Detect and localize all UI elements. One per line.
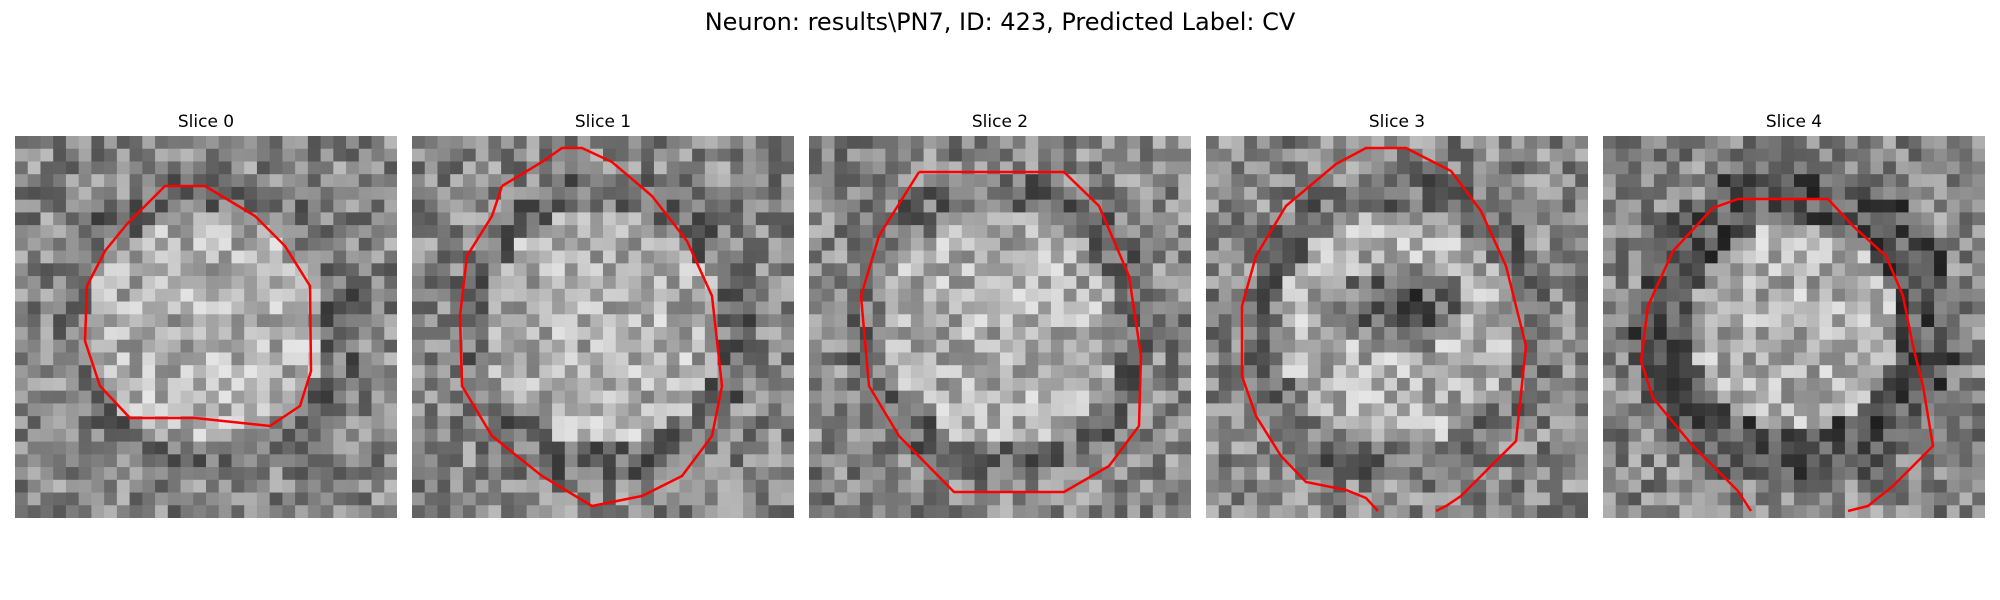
contour (458, 146, 724, 508)
contour (1639, 197, 1935, 513)
figure-title: Neuron: results\PN7, ID: 423, Predicted … (704, 8, 1296, 36)
slice-title: Slice 2 (971, 112, 1029, 132)
slice-title: Slice 3 (1368, 112, 1426, 132)
slice-title: Slice 1 (574, 112, 632, 132)
slice-image (412, 136, 794, 518)
contour (1240, 146, 1528, 513)
slice-panel-2: Slice 2 (809, 112, 1191, 532)
slice-title: Slice 4 (1765, 112, 1823, 132)
slice-panel-0: Slice 0 (15, 112, 397, 532)
slice-image (1603, 136, 1985, 518)
pixel-grid (1206, 136, 1588, 518)
pixel-grid (809, 136, 1191, 518)
pixel-grid (1603, 136, 1985, 518)
slice-image (1206, 136, 1588, 518)
contour (83, 184, 313, 428)
pixel-grid (412, 136, 794, 518)
slice-image (809, 136, 1191, 518)
contour (859, 170, 1143, 494)
slice-panel-3: Slice 3 (1206, 112, 1588, 532)
slice-panel-1: Slice 1 (412, 112, 794, 532)
pixel-grid (15, 136, 397, 518)
slice-panel-4: Slice 4 (1603, 112, 1985, 532)
slice-image (15, 136, 397, 518)
slice-title: Slice 0 (177, 112, 235, 132)
